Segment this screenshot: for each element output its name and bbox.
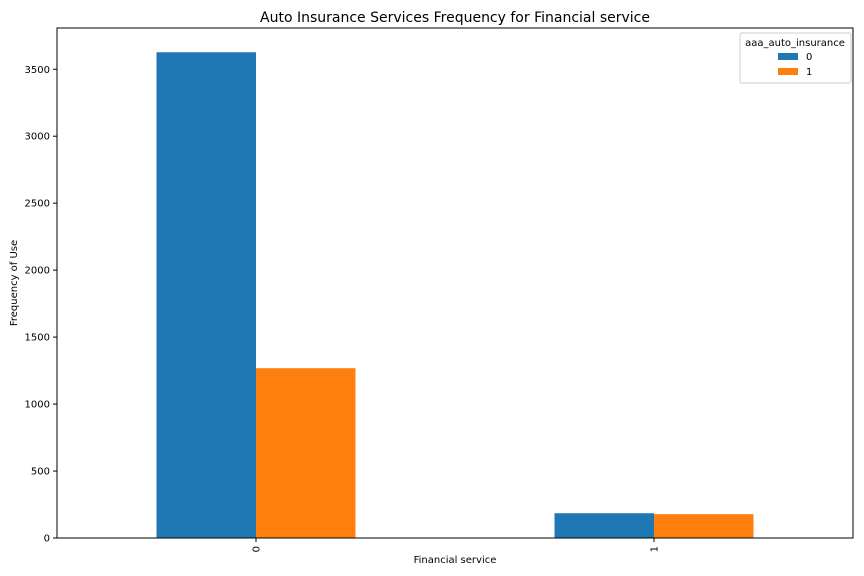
x-axis-label: Financial service (414, 555, 497, 566)
plot-frame (56, 27, 854, 539)
y-axis-label: Frequency of Use (9, 240, 20, 326)
y-tick-label: 500 (31, 467, 50, 478)
y-tick-label: 2000 (25, 266, 50, 277)
legend: aaa_auto_insurance 0 1 (739, 32, 852, 84)
legend-swatch-1 (778, 68, 798, 75)
bar-series-0-cat-1 (554, 513, 654, 538)
x-tick-label: 0 (252, 546, 263, 552)
y-tick-label: 2500 (25, 199, 50, 210)
bar-series-0-cat-0 (156, 52, 256, 539)
legend-label-0: 0 (806, 52, 812, 63)
y-tick-label: 3500 (25, 65, 50, 76)
y-tick-label: 1500 (25, 333, 50, 344)
bars-group (156, 52, 754, 539)
legend-title: aaa_auto_insurance (745, 38, 845, 49)
y-tick-label: 3000 (25, 132, 50, 143)
y-axis: 0 500 1000 1500 2000 2500 3000 3500 (25, 65, 57, 545)
y-tick-label: 0 (44, 534, 50, 545)
legend-label-1: 1 (806, 67, 812, 78)
y-tick-label: 1000 (25, 400, 50, 411)
x-tick-label: 1 (650, 546, 661, 552)
chart-title: Auto Insurance Services Frequency for Fi… (260, 10, 650, 26)
bar-series-1-cat-0 (256, 368, 356, 538)
bar-series-1-cat-1 (654, 514, 754, 538)
legend-swatch-0 (778, 53, 798, 60)
